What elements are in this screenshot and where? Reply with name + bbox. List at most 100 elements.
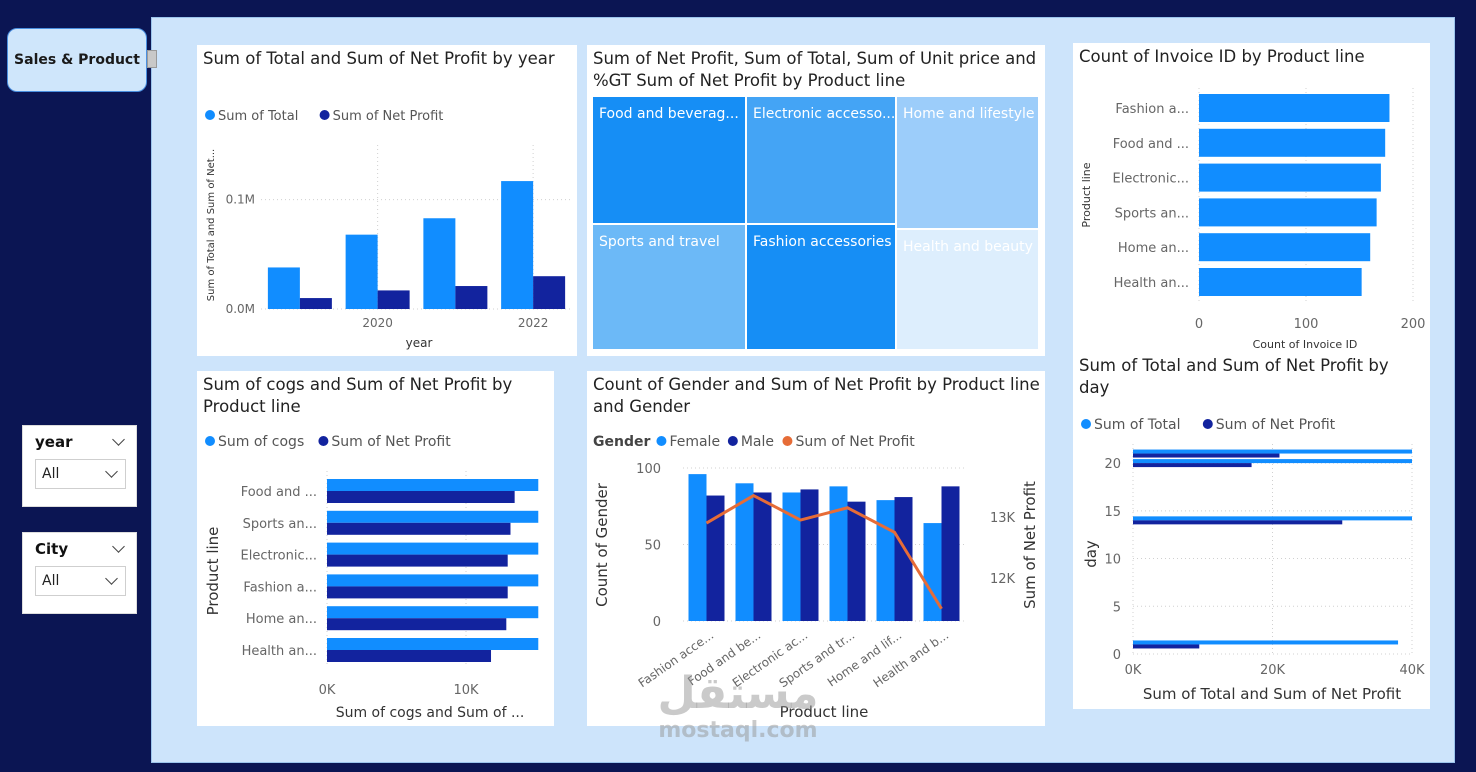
y-axis-title: Count of Gender (593, 482, 611, 607)
invoice-count-bar (1199, 163, 1381, 192)
category-label: Food and ... (241, 485, 317, 500)
cogs-netprofit-by-product-card[interactable]: Sum of cogs and Sum of Net Profit by Pro… (197, 371, 554, 726)
x-tick-label: 0 (1195, 317, 1203, 332)
year-slicer: year All (22, 425, 137, 507)
x-axis-title: Sum of cogs and Sum of ... (336, 705, 525, 721)
male-bar (800, 489, 819, 621)
legend-label: Sum of Net Profit (333, 109, 444, 124)
category-label: Fashion acce... (636, 628, 717, 690)
resize-handle[interactable] (147, 50, 157, 68)
net-profit-bar (327, 586, 508, 599)
net-profit-bar (377, 290, 410, 309)
treemap-tile-label: Sports and travel (599, 234, 720, 250)
chart-title: Sum of Total and Sum of Net Profit by da… (1079, 356, 1389, 397)
category-label: Home an... (246, 612, 317, 627)
treemap-tile-label: Health and beauty (903, 239, 1033, 255)
y-tick-label: 15 (1104, 505, 1121, 520)
cogs-bar (327, 510, 539, 523)
total-bar (1133, 640, 1399, 645)
y-axis-title: day (1082, 540, 1100, 568)
gender-netprofit-by-product-card[interactable]: Count of Gender and Sum of Net Profit by… (587, 371, 1045, 726)
city-dropdown[interactable]: All (35, 566, 126, 596)
net-profit-line (705, 493, 943, 610)
y-axis-title: Sum of Total and Sum of Net... (206, 149, 217, 301)
legend-marker (319, 110, 330, 120)
legend-marker (727, 436, 738, 446)
net-profit-bar (327, 522, 511, 535)
x-tick-label: 200 (1401, 317, 1426, 332)
net-profit-bar (299, 298, 332, 309)
legend-marker (782, 436, 793, 446)
chart-title: Sum of cogs and Sum of Net Profit by Pro… (203, 375, 513, 416)
treemap-tile (897, 97, 1038, 228)
y2-axis-title: Sum of Net Profit (1021, 481, 1039, 609)
chevron-down-icon[interactable] (112, 540, 125, 553)
net-profit-bar (327, 650, 492, 662)
product-line-treemap: Food and beverag... Electronic accesso...… (593, 97, 1038, 349)
cogs-bar (327, 542, 539, 555)
male-bar (894, 497, 913, 621)
y-tick-label: 50 (644, 539, 661, 554)
legend-marker (318, 436, 329, 446)
invoice-count-by-product-card[interactable]: Count of Invoice ID by Product line 0 100… (1073, 43, 1430, 355)
male-bar (847, 501, 866, 621)
product-line-treemap-card[interactable]: Sum of Net Profit, Sum of Total, Sum of … (587, 45, 1045, 356)
x-axis-title: Sum of Total and Sum of Net Profit (1143, 685, 1401, 703)
total-bar (501, 181, 534, 309)
x-tick-label: 0K (1125, 663, 1142, 678)
category-label: Health an... (1114, 276, 1189, 291)
x-tick-label: 2020 (362, 316, 393, 330)
y-tick-label: 0 (653, 615, 661, 630)
y-tick-label: 0 (1113, 648, 1121, 663)
category-label: Electronic... (1113, 172, 1189, 187)
total-netprofit-by-year-chart: Sum of Total Sum of Net Profit 0.0M 0.1M 202… (205, 109, 572, 350)
total-netprofit-by-day-chart: Sum of Total Sum of Net Profit 0K 20K 40K 0 5 1… (1081, 417, 1425, 703)
net-profit-bar (1133, 520, 1343, 525)
cogs-bar (327, 606, 539, 619)
year-slicer-title: year (35, 433, 73, 451)
invoice-count-bar (1199, 233, 1371, 262)
cogs-netprofit-by-product-chart: Sum of cogs Sum of Net Profit 0K 10K Food an… (204, 434, 539, 721)
x-tick-label: 100 (1294, 317, 1319, 332)
total-netprofit-by-year-card[interactable]: Sum of Total and Sum of Net Profit by ye… (197, 45, 577, 356)
invoice-count-by-product-chart: 0 100 200 Fashion a... Food and ... Electroni… (1080, 88, 1426, 351)
treemap-tile-label: Food and beverag... (599, 106, 739, 122)
legend-label: Sum of cogs (218, 434, 304, 450)
chart-title: Sum of Total and Sum of Net Profit by ye… (203, 49, 555, 68)
x-tick-label: 40K (1399, 663, 1425, 678)
category-label: Home an... (1118, 241, 1189, 256)
total-netprofit-by-day-card[interactable]: Sum of Total and Sum of Net Profit by da… (1073, 352, 1430, 709)
y2-tick-label: 13K (990, 511, 1016, 526)
x-tick-label: 0K (319, 683, 336, 698)
y-axis-title: Product line (204, 527, 222, 616)
female-bar (735, 483, 754, 621)
net-profit-bar (327, 491, 515, 503)
net-profit-bar (327, 618, 507, 631)
category-label: Health an... (242, 644, 317, 659)
y2-tick-label: 12K (990, 572, 1016, 587)
city-slicer: City All (22, 532, 137, 614)
treemap-tile (747, 97, 895, 223)
invoice-count-bar (1199, 268, 1362, 296)
net-profit-bar (327, 554, 508, 567)
treemap-tile (897, 230, 1038, 349)
net-profit-bar (1133, 463, 1252, 468)
treemap-tile (747, 225, 895, 349)
legend-label: Sum of Total (218, 109, 298, 124)
legend-label: Sum of Net Profit (795, 434, 915, 450)
legend-title: Gender (593, 434, 650, 450)
invoice-count-bar (1199, 198, 1377, 227)
x-tick-label: 2022 (518, 316, 549, 330)
total-bar (345, 234, 378, 309)
invoice-count-bar (1199, 128, 1386, 157)
year-dropdown[interactable]: All (35, 459, 126, 489)
chevron-down-icon (105, 465, 118, 478)
sales-product-nav-button[interactable]: Sales & Product (7, 28, 147, 92)
x-tick-label: 10K (453, 683, 479, 698)
total-bar (267, 267, 300, 309)
chevron-down-icon[interactable] (112, 433, 125, 446)
total-bar (423, 218, 456, 309)
treemap-tile-label: Home and lifestyle (903, 106, 1034, 122)
chart-title: Count of Gender and Sum of Net Profit by… (593, 375, 1040, 416)
net-profit-bar (1133, 453, 1280, 458)
